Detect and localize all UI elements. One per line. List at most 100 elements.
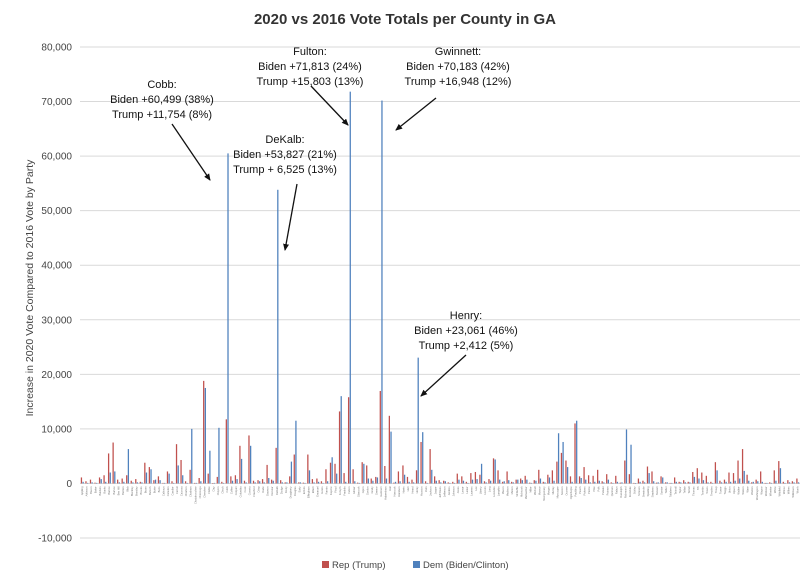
bar-rep xyxy=(601,481,603,484)
x-tick-label: Douglas xyxy=(293,486,297,496)
bar-dem xyxy=(218,427,220,484)
bar-dem xyxy=(168,473,170,484)
bar-dem xyxy=(263,482,265,484)
bar-rep xyxy=(212,483,214,484)
bar-rep xyxy=(692,471,694,484)
bar-rep xyxy=(655,482,658,484)
x-tick-label: Liberty xyxy=(479,486,483,494)
bar-rep xyxy=(587,475,590,484)
bar-dem xyxy=(118,482,120,484)
bar-rep xyxy=(683,480,685,484)
bar-rep xyxy=(94,482,96,484)
x-tick-label: Washington xyxy=(755,486,759,500)
y-tick-label: 70,000 xyxy=(41,97,72,108)
x-tick-label: Lee xyxy=(474,486,478,491)
bar-rep xyxy=(397,471,400,484)
bar-dem xyxy=(648,473,650,484)
bar-rep xyxy=(266,464,268,484)
annotation-text: Trump + 6,525 (13%) xyxy=(233,164,337,176)
bar-dem xyxy=(766,482,768,484)
bar-dem xyxy=(453,482,456,484)
bar-dem xyxy=(770,482,773,484)
legend-swatch-rep xyxy=(322,561,329,568)
x-tick-label: Johnson xyxy=(451,486,455,496)
bar-dem xyxy=(634,483,637,484)
bar-dem xyxy=(517,479,519,484)
bar-rep xyxy=(284,482,286,484)
bar-rep xyxy=(375,476,377,484)
x-tick-label: Clayton xyxy=(216,486,220,495)
bar-rep xyxy=(628,474,630,484)
bar-rep xyxy=(728,472,730,484)
bar-rep xyxy=(316,478,318,484)
bar-dem xyxy=(209,450,211,484)
bar-rep xyxy=(221,481,223,484)
bar-dem xyxy=(535,480,537,484)
bar-dem xyxy=(245,482,247,484)
bar-rep xyxy=(474,471,477,484)
bar-dem xyxy=(231,480,234,484)
x-tick-label: Turner xyxy=(719,486,723,494)
bar-rep xyxy=(366,465,368,484)
bar-dem xyxy=(240,458,243,484)
bar-rep xyxy=(569,476,572,484)
annotation-text: Trump +15,803 (13%) xyxy=(257,76,364,88)
bar-dem xyxy=(702,480,705,484)
bar-dem xyxy=(544,482,546,484)
bar-dem xyxy=(788,482,791,484)
bar-rep xyxy=(551,470,554,484)
x-tick-label: Webster xyxy=(764,486,768,496)
bar-dem xyxy=(254,482,256,484)
x-tick-label: Pike xyxy=(592,486,596,492)
x-tick-label: Harris xyxy=(402,486,406,494)
bar-rep xyxy=(144,462,146,484)
bar-dem xyxy=(662,477,664,484)
bar-dem xyxy=(367,478,370,484)
bar-rep xyxy=(225,419,227,484)
bar-dem xyxy=(313,482,315,484)
bar-rep xyxy=(107,453,110,484)
bar-dem xyxy=(548,477,551,484)
bar-dem xyxy=(109,472,111,484)
bar-rep xyxy=(447,482,449,484)
x-tick-label: Banks xyxy=(103,486,107,494)
bar-dem xyxy=(403,474,406,484)
bar-rep xyxy=(547,474,549,484)
bar-dem xyxy=(594,481,596,484)
x-tick-label: Clinch xyxy=(220,486,224,494)
bar-rep xyxy=(633,482,635,484)
bar-dem xyxy=(431,469,433,484)
bar-dem xyxy=(743,470,745,484)
bar-dem xyxy=(711,482,714,484)
x-tick-label: Glascock xyxy=(356,486,360,497)
x-tick-label: Haralson xyxy=(397,486,401,497)
y-tick-label: 50,000 xyxy=(41,206,72,217)
bar-dem xyxy=(354,481,356,484)
bar-rep xyxy=(275,447,277,484)
x-tick-label: Morgan xyxy=(546,486,550,495)
bar-dem xyxy=(557,433,560,484)
bar-rep xyxy=(669,482,671,484)
bar-dem xyxy=(603,482,605,484)
bar-dem xyxy=(480,463,483,484)
bar-rep xyxy=(234,475,237,484)
bar-dem xyxy=(326,481,329,484)
annotation-text: Biden +60,499 (38%) xyxy=(110,94,214,106)
bar-rep xyxy=(782,481,784,484)
bar-dem xyxy=(96,482,98,484)
bar-dem xyxy=(775,480,777,484)
bar-rep xyxy=(311,479,314,484)
legend-swatch-dem xyxy=(413,561,420,568)
x-tick-label: Warren xyxy=(750,486,754,495)
bar-rep xyxy=(434,476,436,484)
x-tick-label: Bulloch xyxy=(148,486,152,495)
bar-rep xyxy=(470,473,472,484)
x-tick-label: Elbert xyxy=(311,486,315,493)
x-tick-label: Muscogee xyxy=(556,486,560,499)
x-tick-label: Hancock xyxy=(393,486,397,497)
bar-rep xyxy=(583,467,585,484)
annotation-text: Trump +2,412 (5%) xyxy=(419,340,514,352)
bar-rep xyxy=(289,476,291,484)
bar-dem xyxy=(526,479,528,484)
bar-dem xyxy=(653,481,655,484)
